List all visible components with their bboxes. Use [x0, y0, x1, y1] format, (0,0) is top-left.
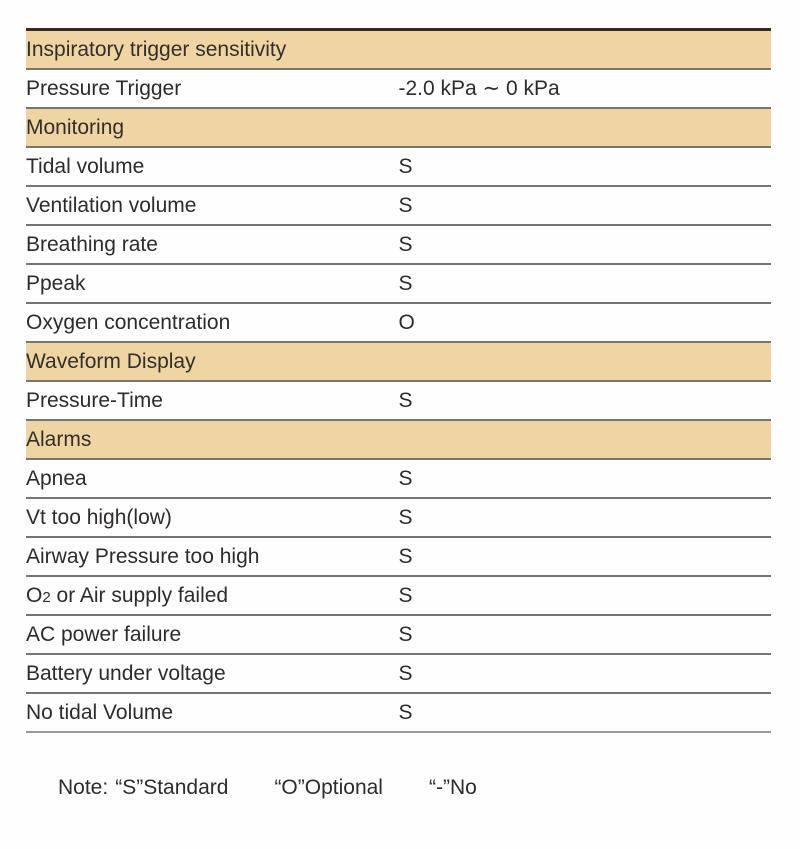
legend-note: Note: “S”Standard “O”Optional “-”No [58, 776, 477, 800]
row-value: S [398, 225, 771, 265]
table-row: Tidal volume S [26, 147, 771, 187]
row-label: Breathing rate [26, 225, 399, 265]
table-row: Pressure Trigger -2.0 kPa ∼ 0 kPa [26, 69, 771, 109]
row-label: Ventilation volume [26, 186, 399, 226]
row-label: Tidal volume [26, 147, 399, 187]
section-header-row: Inspiratory trigger sensitivity [26, 29, 771, 70]
note-prefix: Note: [58, 776, 109, 799]
row-label: AC power failure [26, 615, 399, 655]
section-header-label: Inspiratory trigger sensitivity [26, 29, 771, 70]
specification-table: Inspiratory trigger sensitivity Pressure … [26, 28, 771, 733]
row-label: Battery under voltage [26, 654, 399, 694]
section-header-row: Waveform Display [26, 342, 771, 382]
row-value: S [398, 498, 771, 538]
row-value: S [398, 264, 771, 304]
row-value: -2.0 kPa ∼ 0 kPa [398, 69, 771, 109]
table-row: Oxygen concentration O [26, 303, 771, 343]
row-label: Airway Pressure too high [26, 537, 399, 577]
row-value: S [398, 381, 771, 421]
row-label: Pressure Trigger [26, 69, 399, 109]
label-text: O [26, 583, 43, 607]
table-row: Airway Pressure too high S [26, 537, 771, 577]
row-value: O [398, 303, 771, 343]
table-row: Pressure-Time S [26, 381, 771, 421]
table-row: Apnea S [26, 459, 771, 499]
row-label: Oxygen concentration [26, 303, 399, 343]
note-item-no: “-”No [428, 776, 477, 799]
spec-table-body: Inspiratory trigger sensitivity Pressure … [26, 29, 771, 733]
section-header-label: Alarms [26, 420, 771, 460]
table-row: Ventilation volume S [26, 186, 771, 226]
row-label: Pressure-Time [26, 381, 399, 421]
table-row: O2 or Air supply failed S [26, 576, 771, 616]
section-header-row: Alarms [26, 420, 771, 460]
table-row: Battery under voltage S [26, 654, 771, 694]
table-row: Breathing rate S [26, 225, 771, 265]
row-label: O2 or Air supply failed [26, 576, 399, 616]
note-item-optional: “O”Optional [274, 776, 383, 799]
row-value: S [398, 186, 771, 226]
small-digit: 2 [42, 588, 51, 606]
row-value: S [398, 615, 771, 655]
row-label: Ppeak [26, 264, 399, 304]
row-label: Apnea [26, 459, 399, 499]
table-row: Ppeak S [26, 264, 771, 304]
table-row: No tidal Volume S [26, 693, 771, 732]
row-label: Vt too high(low) [26, 498, 399, 538]
section-header-label: Waveform Display [26, 342, 771, 382]
label-text: or Air supply failed [50, 583, 229, 607]
row-label: No tidal Volume [26, 700, 174, 724]
section-header-label: Monitoring [26, 108, 771, 148]
row-value: S [398, 700, 413, 724]
table-row: Vt too high(low) S [26, 498, 771, 538]
row-value: S [398, 576, 771, 616]
row-value: S [398, 654, 771, 694]
section-header-row: Monitoring [26, 108, 771, 148]
row-value: S [398, 147, 771, 187]
note-item-standard: “S”Standard [115, 776, 229, 799]
row-value: S [398, 459, 771, 499]
table-row: AC power failure S [26, 615, 771, 655]
row-value: S [398, 537, 771, 577]
